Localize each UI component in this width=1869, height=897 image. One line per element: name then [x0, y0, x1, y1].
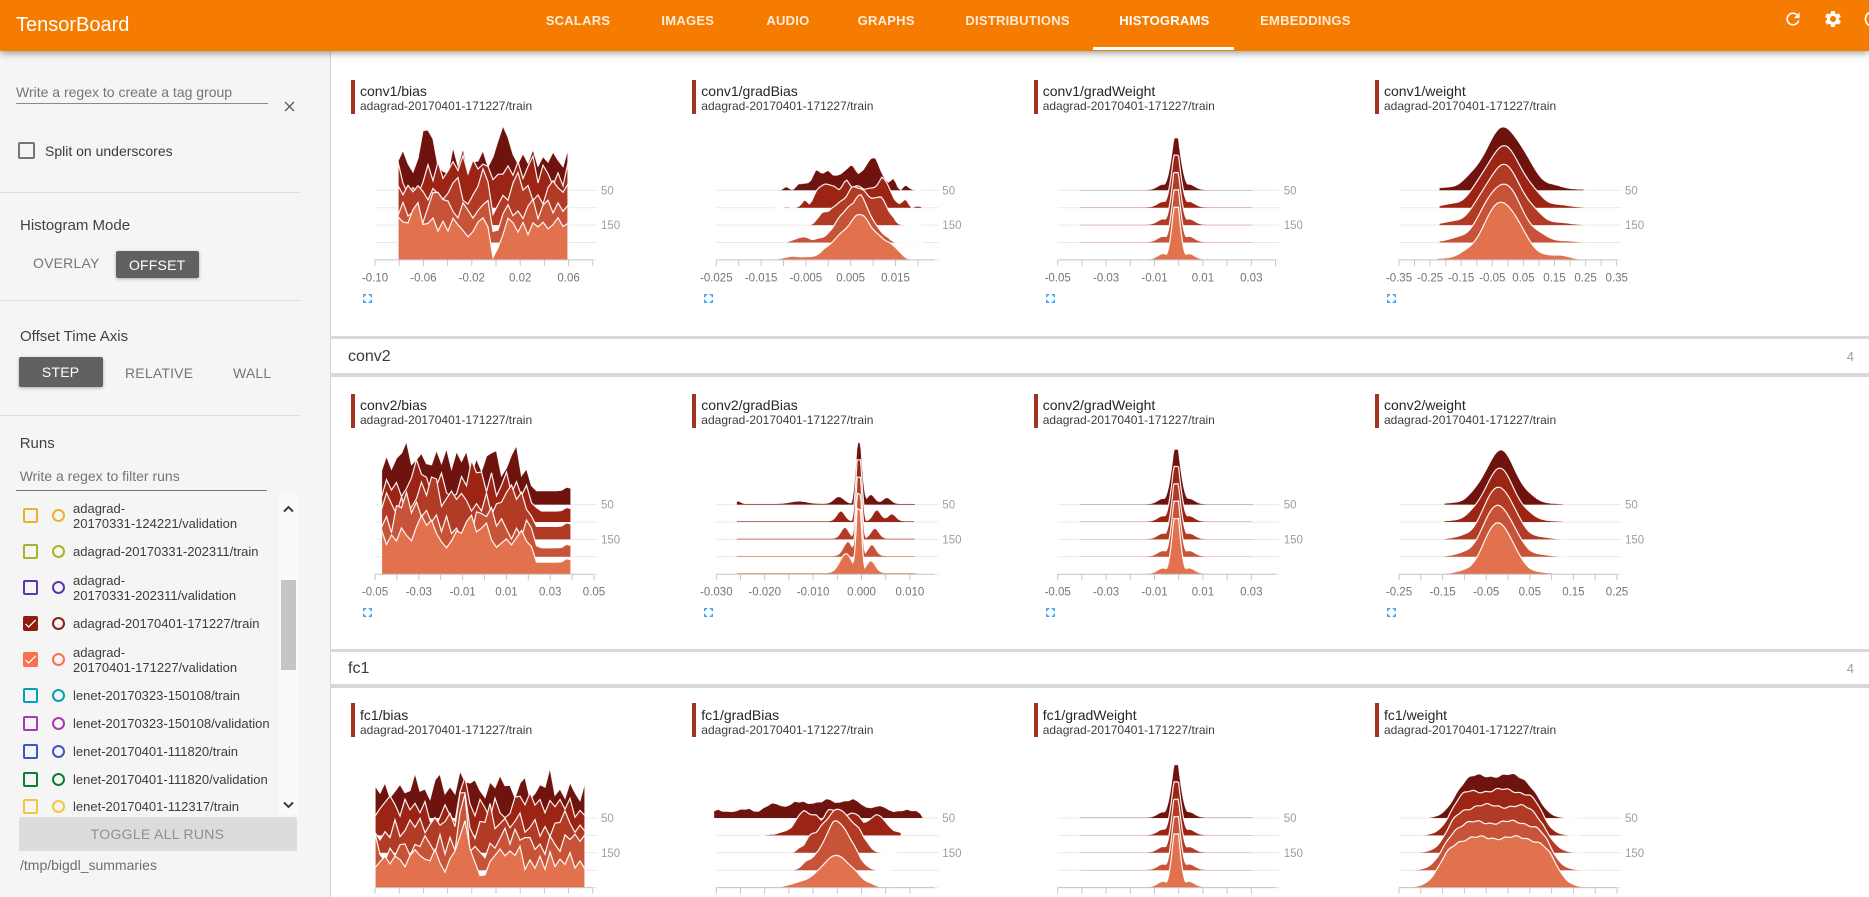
svg-text:50: 50 — [601, 813, 614, 825]
svg-text:-0.06: -0.06 — [410, 273, 436, 285]
svg-text:-0.25: -0.25 — [1386, 587, 1412, 599]
svg-text:0.05: 0.05 — [583, 587, 605, 599]
svg-text:0.05: 0.05 — [1512, 273, 1534, 285]
svg-text:150: 150 — [1284, 220, 1303, 232]
svg-text:-0.05: -0.05 — [1473, 587, 1499, 599]
svg-text:50: 50 — [1625, 813, 1638, 825]
svg-text:50: 50 — [1625, 500, 1638, 512]
svg-text:0.03: 0.03 — [1240, 273, 1262, 285]
svg-text:0.06: 0.06 — [557, 273, 579, 285]
svg-text:50: 50 — [1284, 185, 1297, 197]
svg-text:50: 50 — [942, 185, 955, 197]
svg-text:0.01: 0.01 — [1192, 273, 1214, 285]
svg-text:-0.15: -0.15 — [1448, 273, 1474, 285]
svg-text:-0.03: -0.03 — [1093, 587, 1119, 599]
svg-text:0.005: 0.005 — [836, 273, 865, 285]
svg-text:0.03: 0.03 — [539, 587, 561, 599]
svg-text:-0.030: -0.030 — [700, 587, 733, 599]
svg-text:150: 150 — [942, 848, 961, 860]
svg-text:-0.020: -0.020 — [748, 587, 781, 599]
svg-text:150: 150 — [942, 220, 961, 232]
svg-text:150: 150 — [1625, 848, 1644, 860]
svg-text:0.03: 0.03 — [1240, 587, 1262, 599]
svg-text:-0.01: -0.01 — [1141, 273, 1167, 285]
svg-text:-0.05: -0.05 — [1479, 273, 1505, 285]
svg-text:-0.025: -0.025 — [700, 273, 733, 285]
svg-text:150: 150 — [601, 848, 620, 860]
svg-text:150: 150 — [601, 534, 620, 546]
svg-text:0.01: 0.01 — [495, 587, 517, 599]
svg-text:0.010: 0.010 — [896, 587, 925, 599]
svg-text:0.05: 0.05 — [1519, 587, 1541, 599]
svg-text:-0.03: -0.03 — [1093, 273, 1119, 285]
svg-text:50: 50 — [1284, 500, 1297, 512]
svg-text:-0.10: -0.10 — [362, 273, 388, 285]
svg-text:0.25: 0.25 — [1574, 273, 1596, 285]
svg-text:150: 150 — [1625, 220, 1644, 232]
svg-text:150: 150 — [1284, 848, 1303, 860]
svg-text:-0.35: -0.35 — [1386, 273, 1412, 285]
svg-text:0.25: 0.25 — [1606, 587, 1628, 599]
svg-text:-0.05: -0.05 — [1045, 587, 1071, 599]
svg-text:50: 50 — [942, 813, 955, 825]
svg-text:-0.15: -0.15 — [1429, 587, 1455, 599]
svg-text:-0.01: -0.01 — [449, 587, 475, 599]
svg-text:-0.03: -0.03 — [406, 587, 432, 599]
svg-text:0.15: 0.15 — [1562, 587, 1584, 599]
svg-text:150: 150 — [1284, 534, 1303, 546]
svg-text:0.02: 0.02 — [509, 273, 531, 285]
svg-text:0.35: 0.35 — [1606, 273, 1628, 285]
svg-text:-0.02: -0.02 — [459, 273, 485, 285]
svg-text:-0.25: -0.25 — [1417, 273, 1443, 285]
svg-text:50: 50 — [601, 500, 614, 512]
svg-text:150: 150 — [1625, 534, 1644, 546]
svg-text:0.000: 0.000 — [847, 587, 876, 599]
svg-text:-0.05: -0.05 — [362, 587, 388, 599]
svg-text:-0.01: -0.01 — [1141, 587, 1167, 599]
svg-text:-0.005: -0.005 — [790, 273, 823, 285]
svg-text:-0.05: -0.05 — [1045, 273, 1071, 285]
svg-text:150: 150 — [942, 534, 961, 546]
svg-text:150: 150 — [601, 220, 620, 232]
svg-text:0.15: 0.15 — [1543, 273, 1565, 285]
svg-text:50: 50 — [601, 185, 614, 197]
svg-text:50: 50 — [1625, 185, 1638, 197]
svg-text:50: 50 — [1284, 813, 1297, 825]
svg-text:-0.015: -0.015 — [745, 273, 778, 285]
svg-text:-0.010: -0.010 — [797, 587, 830, 599]
svg-text:50: 50 — [942, 500, 955, 512]
svg-text:0.01: 0.01 — [1192, 587, 1214, 599]
svg-text:0.015: 0.015 — [881, 273, 910, 285]
